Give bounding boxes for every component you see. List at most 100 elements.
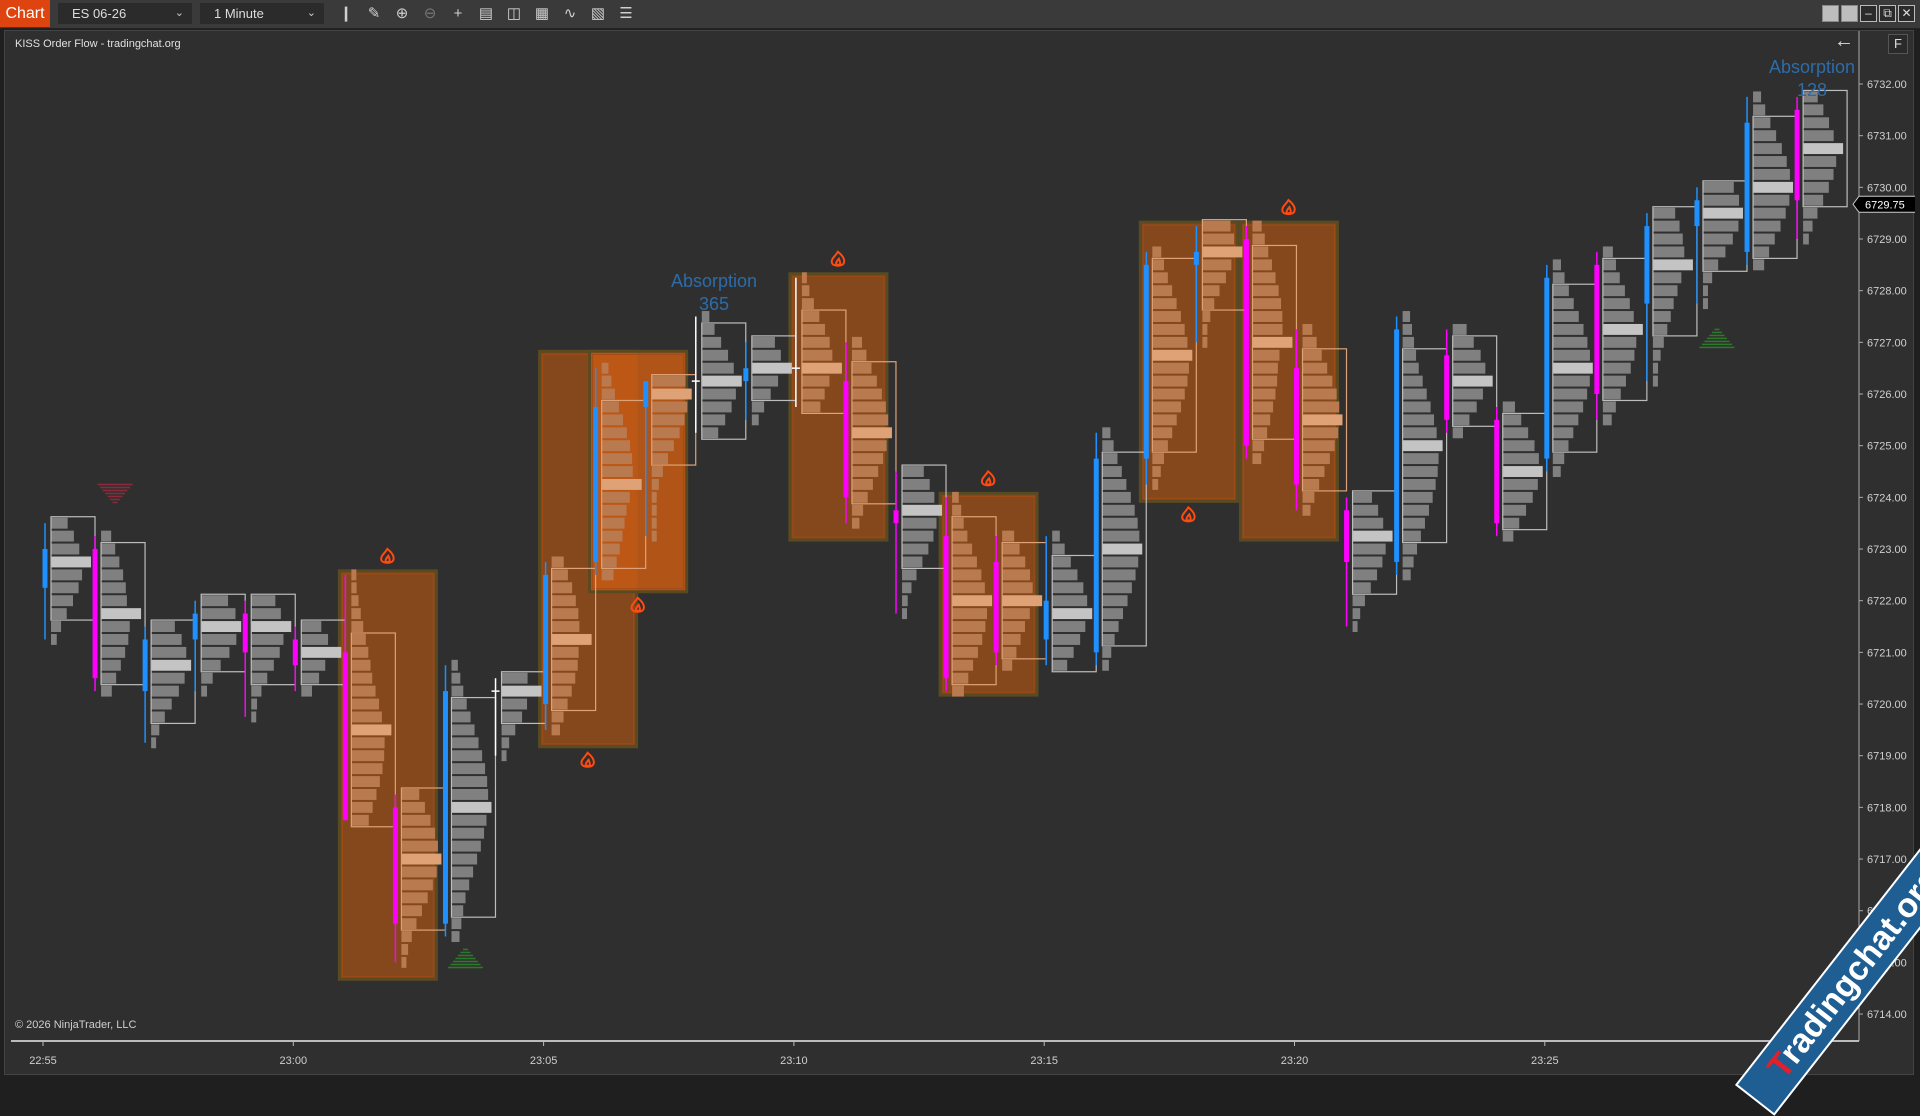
chart-panel[interactable]: 6714.006715.006716.006717.006718.006719.… [4,30,1915,1076]
price-label: 6721.00 [1867,647,1907,659]
profile-row [1252,220,1262,232]
f-button[interactable]: F [1888,34,1908,54]
price-label: 6727.00 [1867,337,1907,349]
profile-row [952,633,983,645]
zoom-in-icon[interactable]: ⊕ [395,5,409,22]
profile-row [551,698,568,710]
candle-body [1344,510,1350,562]
profile-row [1652,220,1680,232]
profile-row [101,646,126,658]
profile-row [1252,246,1269,258]
bar-type-icon[interactable]: ❙ [339,5,353,22]
profile-row [1753,220,1781,232]
flame-path [380,547,395,564]
profile-row [902,543,929,555]
tile-1-icon[interactable] [1822,5,1839,22]
profile-row [601,440,631,452]
profile-row [1753,91,1762,103]
profile-row [1402,517,1425,529]
profile-row [1102,608,1124,620]
footprint-bar [1594,246,1648,426]
minimize-icon[interactable]: – [1860,5,1877,22]
templates-icon[interactable]: ▧ [590,5,606,22]
properties-icon[interactable]: ◫ [506,5,522,22]
footprint-bar [1093,427,1147,671]
profile-row [1152,478,1159,490]
close-icon[interactable]: ✕ [1898,5,1915,22]
flame-path [580,751,595,768]
profile-row [1252,311,1283,322]
profile-row [351,621,364,632]
poc-row [952,595,993,607]
profile-row [1803,130,1834,142]
profile-row [151,698,172,710]
poc-row [601,478,642,490]
data-box-icon[interactable]: ▤ [478,5,494,22]
profile-row [851,440,887,452]
profile-row [401,892,428,904]
instrument-selector[interactable]: ES 06-26 ⌄ [58,3,192,24]
profile-row [1602,388,1621,400]
profile-row [1302,440,1335,452]
crosshair-icon[interactable]: + [453,5,463,22]
strategies-icon[interactable]: ▦ [534,5,550,22]
flame-icon [980,469,996,487]
flame-icon [830,250,846,267]
profile-row [151,646,187,658]
profile-row [1402,556,1414,568]
profile-row [51,517,68,529]
restore-icon[interactable]: ⧉ [1879,5,1896,22]
profile-row [601,504,627,516]
poc-row [701,375,742,387]
profile-row [701,323,715,335]
candle-body [142,639,148,692]
interval-selector[interactable]: 1 Minute ⌄ [200,3,324,24]
tile-2-icon[interactable] [1841,5,1858,22]
profile-row [1803,181,1829,193]
profile-row [801,349,833,361]
profile-row [801,272,807,284]
flame-path [1181,505,1196,523]
price-label: 6725.00 [1867,441,1907,453]
profile-row [651,427,680,439]
profile-row [952,646,978,658]
profile-row [351,711,382,723]
profile-row [551,608,579,620]
price-label: 6714.00 [1867,1009,1907,1021]
profile-row [151,633,182,645]
absorption-zone-inner [1242,224,1335,538]
profile-row [351,595,359,607]
chart-canvas[interactable]: 6714.006715.006716.006717.006718.006719.… [5,31,1915,1076]
poc-row [651,388,692,400]
profile-row [1402,414,1435,426]
profile-row [1252,285,1279,297]
arrow-left-icon[interactable]: ← [1834,30,1854,52]
zoom-out-icon[interactable]: ⊖ [423,5,437,22]
profile-row [1402,543,1418,555]
profile-row [651,440,674,452]
profile-row [201,608,236,620]
list-icon[interactable]: ☰ [619,5,633,22]
drawing-tools-icon[interactable]: ✎ [367,5,381,22]
profile-row [1002,582,1033,594]
footprint-bar [893,464,947,620]
value-area-box [851,361,897,505]
profile-row [801,388,825,400]
profile-row [1452,401,1477,413]
indicators-icon[interactable]: ∿ [563,5,577,22]
profile-row [101,569,124,581]
chart-menu-button[interactable]: Chart [0,0,50,27]
profile-row [601,543,620,555]
profile-row [301,621,322,632]
profile-row [1652,298,1674,310]
poc-row [1602,323,1643,335]
profile-row [1402,504,1429,516]
profile-row [1702,233,1733,245]
time-label: 23:25 [1531,1055,1559,1067]
footprint-bar [1644,206,1698,387]
profile-row [1352,543,1386,555]
profile-row [1202,285,1220,297]
profile-row [551,659,578,671]
profile-row [1152,375,1188,387]
profile-row [1502,478,1538,490]
